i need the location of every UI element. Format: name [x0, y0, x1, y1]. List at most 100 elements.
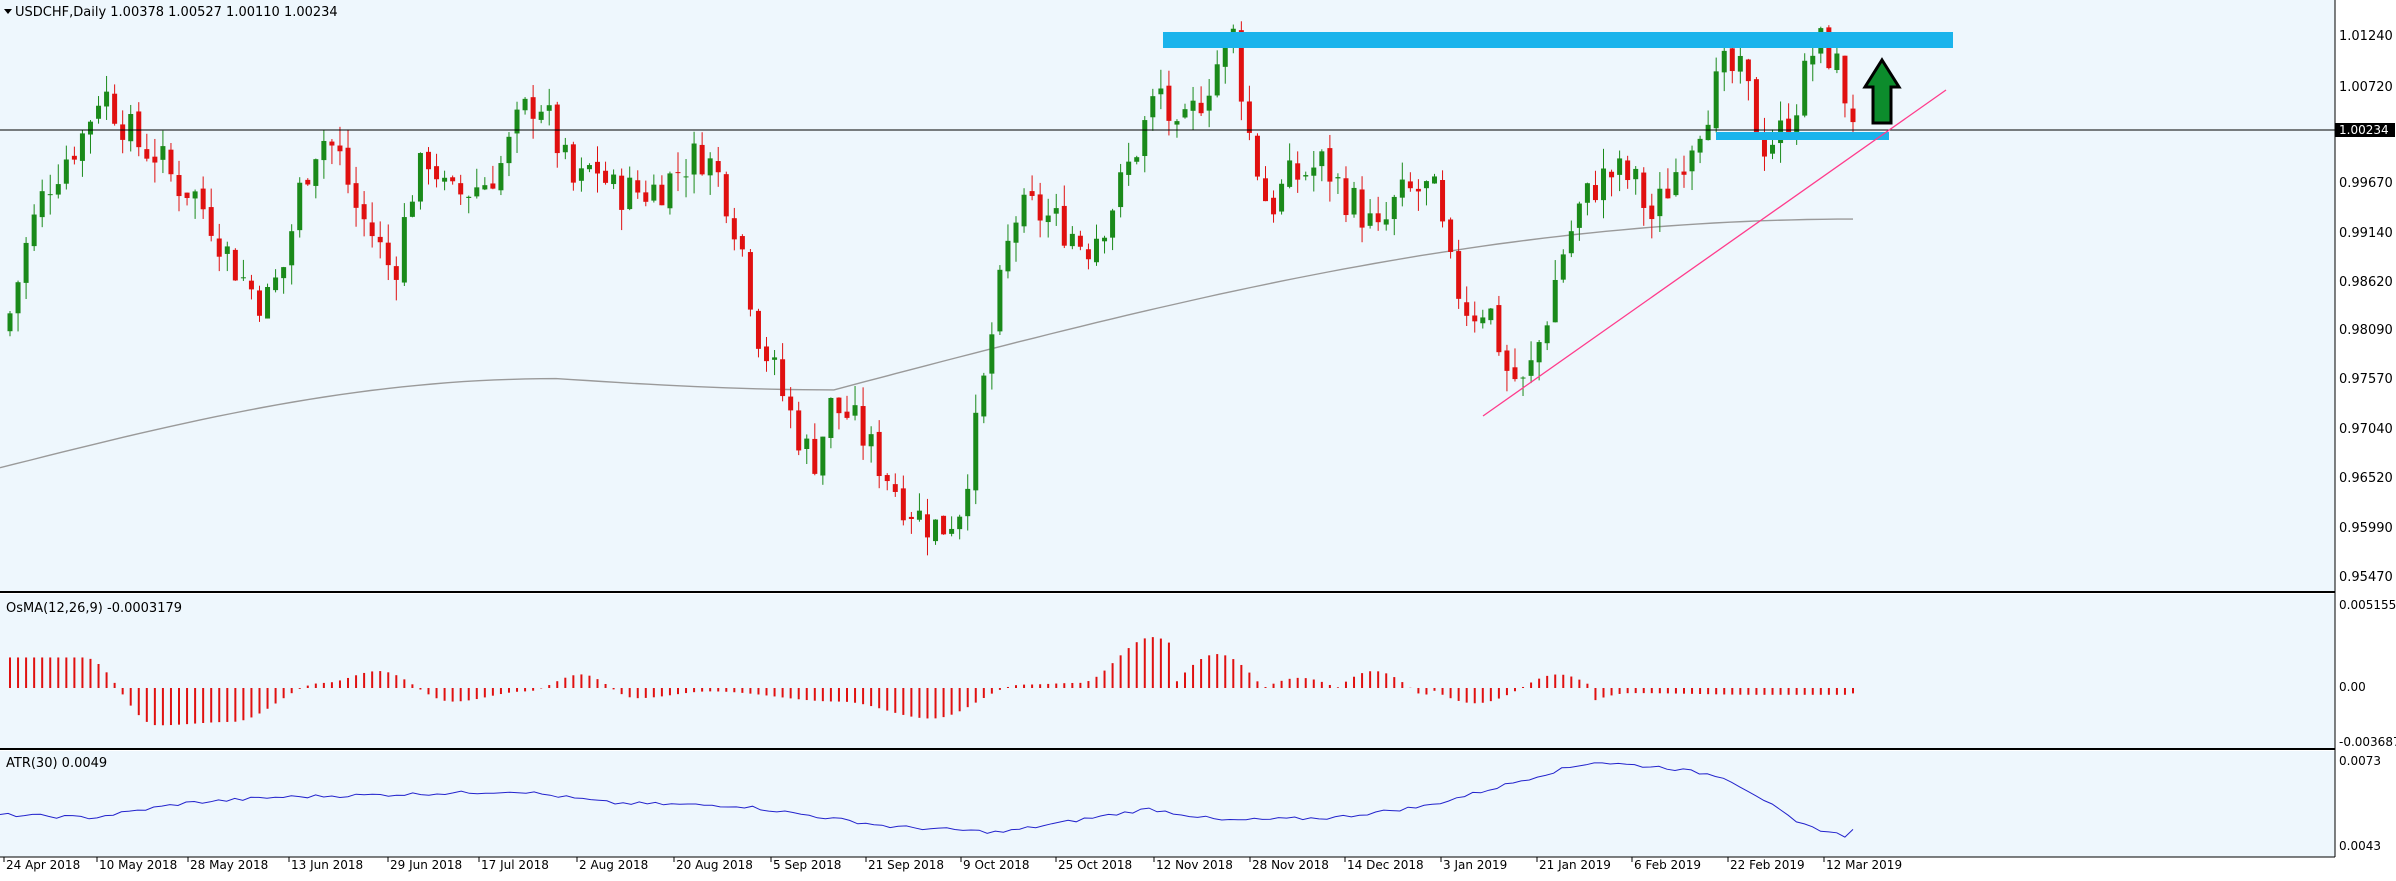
candle — [1295, 151, 1301, 193]
atr-pane[interactable] — [0, 751, 2335, 857]
candle-body — [997, 269, 1003, 332]
candle — [924, 498, 930, 556]
y-tick: 0.0073 — [2339, 754, 2381, 768]
main-price-axis: 1.01240 1.00720 0.99670 0.99140 0.98620 … — [2339, 29, 2393, 585]
candle — [297, 177, 303, 238]
candle — [152, 138, 158, 183]
candle-body — [1786, 118, 1792, 135]
candle-body — [361, 204, 367, 220]
candle — [248, 274, 254, 300]
candle — [1802, 53, 1808, 118]
x-tick-label: 22 Feb 2019 — [1730, 858, 1805, 872]
candle — [1512, 348, 1518, 382]
candle — [63, 145, 69, 190]
candle — [1544, 321, 1550, 351]
candle-body — [1311, 167, 1317, 176]
x-tick-label: 5 Sep 2018 — [773, 858, 841, 872]
candle-body — [1343, 178, 1349, 216]
x-tick-label: 25 Oct 2018 — [1058, 858, 1132, 872]
candle — [1190, 86, 1196, 130]
x-tick-label: 3 Jan 2019 — [1443, 858, 1507, 872]
candle-body — [1657, 188, 1663, 217]
candle — [1850, 94, 1856, 134]
candle-body — [369, 222, 375, 237]
candle — [1560, 249, 1566, 283]
candle-body — [281, 267, 287, 279]
candle-body — [377, 236, 383, 243]
candle — [474, 168, 480, 199]
atr-line — [0, 762, 1854, 838]
candle-body — [1222, 36, 1228, 67]
candle-body — [957, 516, 963, 530]
candle-body — [1778, 120, 1784, 144]
candle-body — [1681, 171, 1687, 175]
candle-body — [868, 434, 874, 447]
candle-body — [1705, 124, 1711, 141]
candle — [804, 434, 810, 465]
candle — [482, 177, 488, 191]
candle-body — [852, 405, 858, 416]
candle — [892, 473, 898, 497]
candle-body — [136, 111, 142, 148]
candle-body — [643, 192, 649, 202]
x-tick-label: 14 Dec 2018 — [1347, 858, 1424, 872]
candle-body — [1214, 64, 1220, 96]
y-tick: 0.97040 — [2339, 422, 2393, 437]
x-tick-label: 12 Nov 2018 — [1156, 858, 1233, 872]
candle-body — [216, 238, 222, 257]
candle — [586, 163, 592, 173]
ascending-trendline[interactable] — [1482, 89, 1947, 417]
candle-body — [1206, 95, 1212, 111]
candle — [1448, 217, 1454, 259]
candle — [1182, 103, 1188, 119]
candle — [635, 170, 641, 199]
candle-body — [1850, 108, 1856, 123]
candle-body — [248, 280, 254, 290]
candle-body — [1375, 213, 1381, 223]
candle — [723, 171, 729, 224]
candle — [1440, 170, 1446, 228]
y-tick: 0.97570 — [2339, 372, 2393, 387]
support-zone[interactable] — [1716, 132, 1889, 140]
candle-body — [578, 168, 584, 181]
candle-body — [1102, 237, 1108, 242]
candle-body — [892, 484, 898, 492]
candle — [715, 146, 721, 187]
candle — [144, 133, 150, 162]
candle-body — [715, 161, 721, 173]
osma-header: OsMA(12,26,9) -0.0003179 — [6, 601, 182, 616]
candle-body — [603, 170, 609, 183]
candle-body — [635, 180, 641, 193]
candle — [1134, 155, 1140, 165]
osma-pane[interactable] — [0, 594, 2335, 749]
candle-body — [828, 397, 834, 438]
candle — [675, 152, 681, 192]
candle — [377, 221, 383, 259]
candle — [1472, 301, 1478, 333]
candle-body — [1794, 115, 1800, 134]
candle — [603, 161, 609, 185]
resistance-zone[interactable] — [1163, 32, 1953, 48]
candle — [1045, 198, 1051, 238]
candle-body — [1271, 197, 1277, 215]
candle — [1021, 188, 1027, 233]
x-tick-label: 21 Jan 2019 — [1539, 858, 1611, 872]
candle — [1689, 145, 1695, 191]
candle-body — [1440, 180, 1446, 222]
candle-body — [1005, 240, 1011, 272]
candle-body — [208, 207, 214, 236]
up-arrow-icon[interactable] — [1862, 57, 1902, 125]
candle-body — [466, 196, 472, 198]
osma-histogram-layer — [9, 637, 1854, 726]
price-scale — [2335, 0, 2396, 857]
candle — [128, 104, 134, 152]
candle — [305, 178, 311, 186]
y-tick: 0.0043 — [2339, 839, 2381, 853]
candle-body — [1423, 181, 1429, 189]
candle-body — [1673, 172, 1679, 196]
candle-body — [973, 412, 979, 491]
moving-average-layer — [0, 218, 1853, 469]
candle — [71, 146, 77, 165]
candle-body — [1085, 249, 1091, 260]
dropdown-arrow-icon[interactable] — [4, 9, 12, 14]
